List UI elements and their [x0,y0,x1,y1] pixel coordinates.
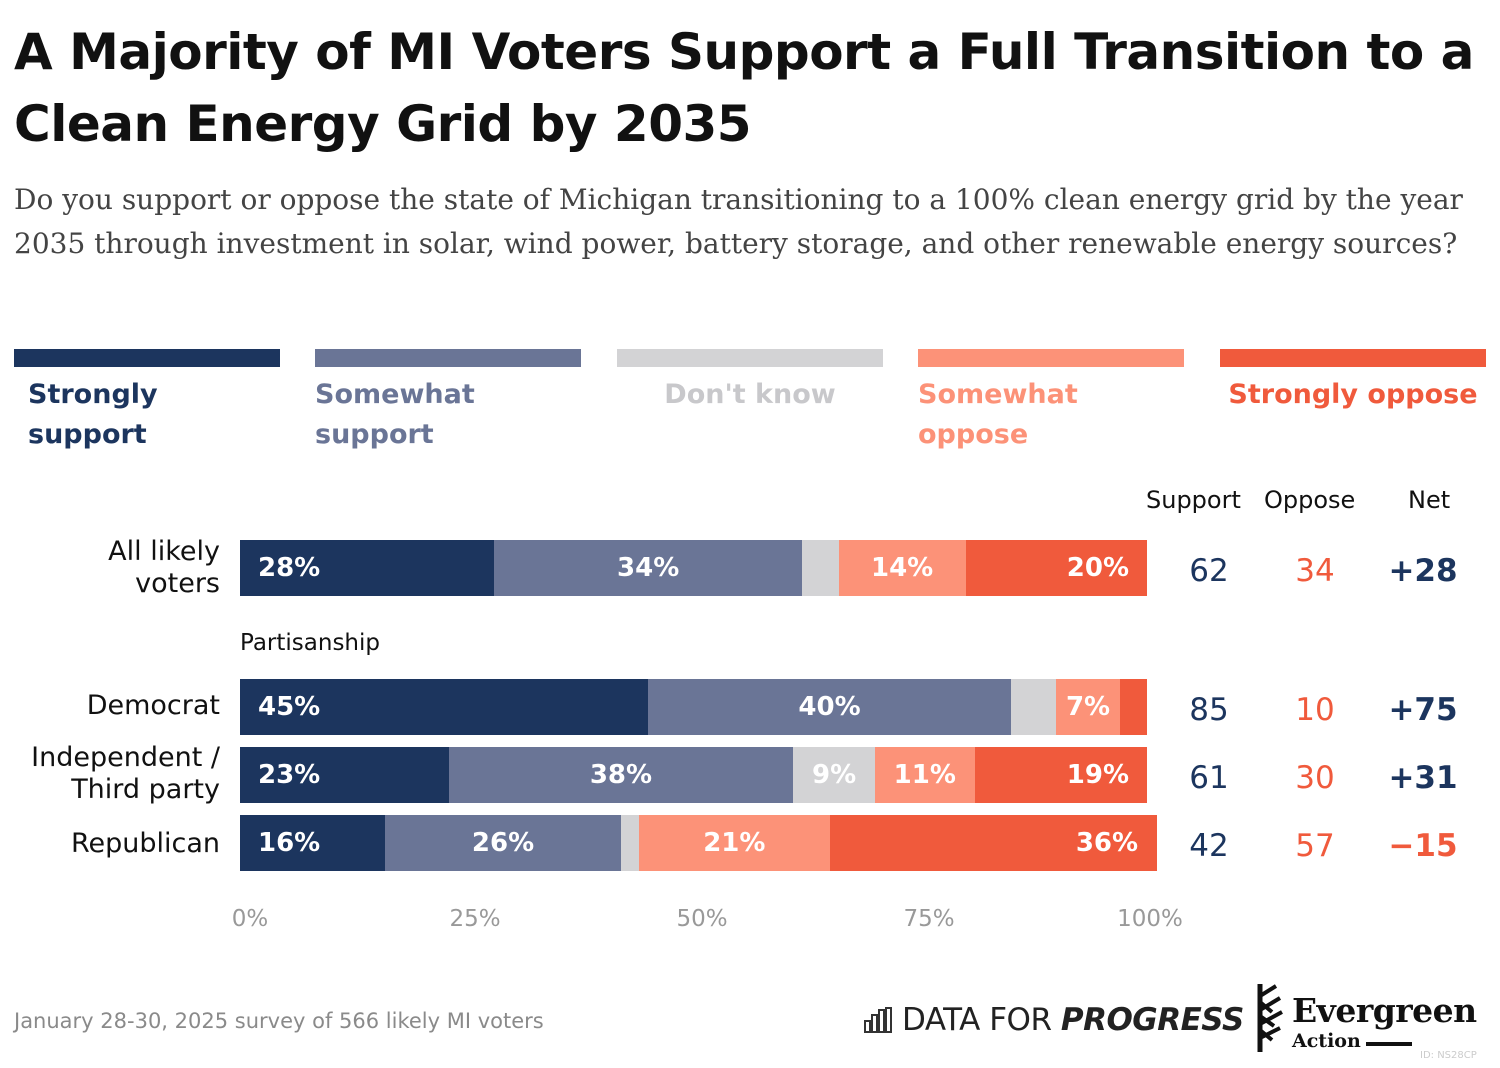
legend-label: Somewhat oppose [918,379,1078,450]
bar-row-3: 16% 26% 21% 36% [240,815,1157,871]
legend-item-strongly-oppose: Strongly oppose [1220,349,1486,415]
support-value: 62 [1189,553,1229,589]
legend-label: Strongly support [28,379,158,450]
bar-segment-somewhat-support [493,540,803,596]
oppose-value: 34 [1295,553,1335,589]
legend-item-strongly-support: Strongly support [14,349,280,455]
data-label: 16% [258,828,321,858]
oppose-value: 57 [1295,828,1335,864]
data-label: 45% [258,692,321,722]
data-label: 28% [258,553,321,583]
row-label: Republican [70,828,220,859]
logo-rule [1366,1042,1412,1046]
legend-swatch [1220,349,1486,367]
bar-segment-strongly-support [240,815,386,871]
bar-chart-icon [864,1007,892,1033]
bar-segment-strongly-oppose [965,540,1148,596]
x-tick-label: 75% [903,906,955,932]
column-header-net: Net [1408,486,1451,514]
bar-row-0: 28% 34% 14% 20% [240,540,1148,596]
legend-item-somewhat-oppose: Somewhat oppose [918,349,1184,455]
bar-segment-somewhat-support [385,815,622,871]
legend-swatch [315,349,581,367]
x-tick-label: 25% [449,906,501,932]
bar-segment-dont-know [1010,679,1057,735]
bar-row-1: 45% 40% 7% [240,679,1148,735]
legend-label: Somewhat support [315,379,475,450]
oppose-value: 10 [1295,692,1335,728]
support-value: 85 [1189,692,1229,728]
legend-swatch [617,349,883,367]
bar-segment-strongly-support [240,540,495,596]
logo-text-plain: DATA FOR [902,1002,1052,1038]
data-label: 7% [1065,692,1111,722]
data-label: 20% [1066,553,1129,583]
legend-label: Don't know [664,379,836,410]
support-value: 61 [1189,760,1229,796]
oppose-value: 30 [1295,760,1335,796]
row-label: Democrat [86,690,220,721]
data-label: 19% [1066,760,1129,790]
data-label: 26% [471,828,535,858]
logo-text-evergreen: Evergreen [1292,991,1477,1030]
bar-segment-somewhat-oppose [874,747,976,803]
logo-text-action: Action [1292,1030,1361,1052]
bar-segment-dont-know [620,815,640,871]
data-for-progress-logo: DATA FOR PROGRESS [864,1000,1244,1040]
bar-segment-dont-know [802,540,840,596]
data-label: 34% [617,553,680,583]
net-value: +31 [1388,760,1458,796]
evergreen-action-logo: Evergreen Action [1254,982,1490,1054]
logo-text-bold: PROGRESS [1060,1002,1244,1038]
legend-label: Strongly oppose [1228,379,1478,410]
bar-segment-strongly-oppose [974,747,1148,803]
bar-segment-strongly-oppose [829,815,1157,871]
bar-segment-strongly-oppose [1119,679,1148,735]
x-tick-label: 0% [231,906,269,932]
data-label: 38% [589,760,653,790]
chart-title: A Majority of MI Voters Support a Full T… [14,23,1474,153]
net-value: +75 [1388,692,1458,728]
row-label: All likely voters [108,536,220,599]
bar-row-2: 23% 38% 9% 11% 19% [240,747,1148,803]
net-value: −15 [1388,828,1458,864]
bar-segment-dont-know [793,747,876,803]
bar-segment-somewhat-oppose [838,540,967,596]
legend-item-somewhat-support: Somewhat support [315,349,581,455]
data-label: 23% [258,760,321,790]
bar-segment-somewhat-oppose [639,815,831,871]
bar-segment-somewhat-oppose [1056,679,1121,735]
bar-segment-somewhat-support [448,747,794,803]
column-header-support: Support [1146,486,1241,514]
data-label: 11% [893,760,956,790]
evergreen-tree-icon [1257,984,1283,1052]
legend-item-dont-know: Don't know [617,349,883,415]
survey-note: January 28-30, 2025 survey of 566 likely… [14,1009,544,1033]
data-label: 21% [703,828,766,858]
bar-segment-strongly-support [240,747,450,803]
data-label: 40% [798,692,861,722]
data-label: 9% [812,760,857,790]
legend-swatch [14,349,280,367]
bar-segment-strongly-support [240,679,649,735]
column-header-oppose: Oppose [1264,486,1356,514]
row-label: Independent / Third party [31,742,220,805]
chart-id: ID: NS28CP [1420,1050,1477,1061]
bar-segment-somewhat-support [648,679,1012,735]
group-label-partisanship: Partisanship [240,630,380,656]
x-tick-label: 50% [676,906,728,932]
x-tick-label: 100% [1117,906,1183,932]
net-value: +28 [1388,553,1458,589]
support-value: 42 [1189,828,1229,864]
legend-swatch [918,349,1184,367]
data-label: 36% [1075,828,1139,858]
chart-subtitle: Do you support or oppose the state of Mi… [14,183,1463,260]
data-label: 14% [870,553,934,583]
